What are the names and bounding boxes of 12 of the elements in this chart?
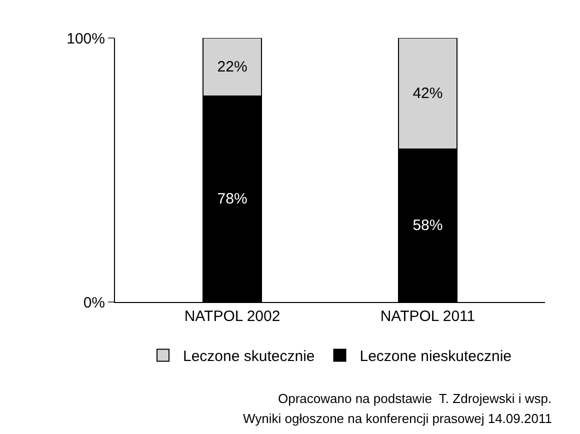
y-tick-label: 100% xyxy=(66,30,105,48)
x-tick-label: NATPOL 2002 xyxy=(184,308,280,325)
text: Opracowano na podstawie T. Zdrojewski i wsp. xyxy=(278,391,552,406)
data-label: 22% xyxy=(217,58,248,76)
x-tick-label: NATPOL 2011 xyxy=(380,308,476,325)
data-label: 42% xyxy=(412,84,443,102)
data-label: 78% xyxy=(217,190,248,208)
legend-label: Leczone nieskutecznie xyxy=(360,348,512,366)
y-tick-label: 0% xyxy=(83,294,105,312)
text: Wyniki ogłoszone na konferencji prasowej 14.09.2011 xyxy=(243,411,552,426)
data-label: 58% xyxy=(412,216,443,234)
legend-label: Leczone skutecznie xyxy=(183,348,315,366)
